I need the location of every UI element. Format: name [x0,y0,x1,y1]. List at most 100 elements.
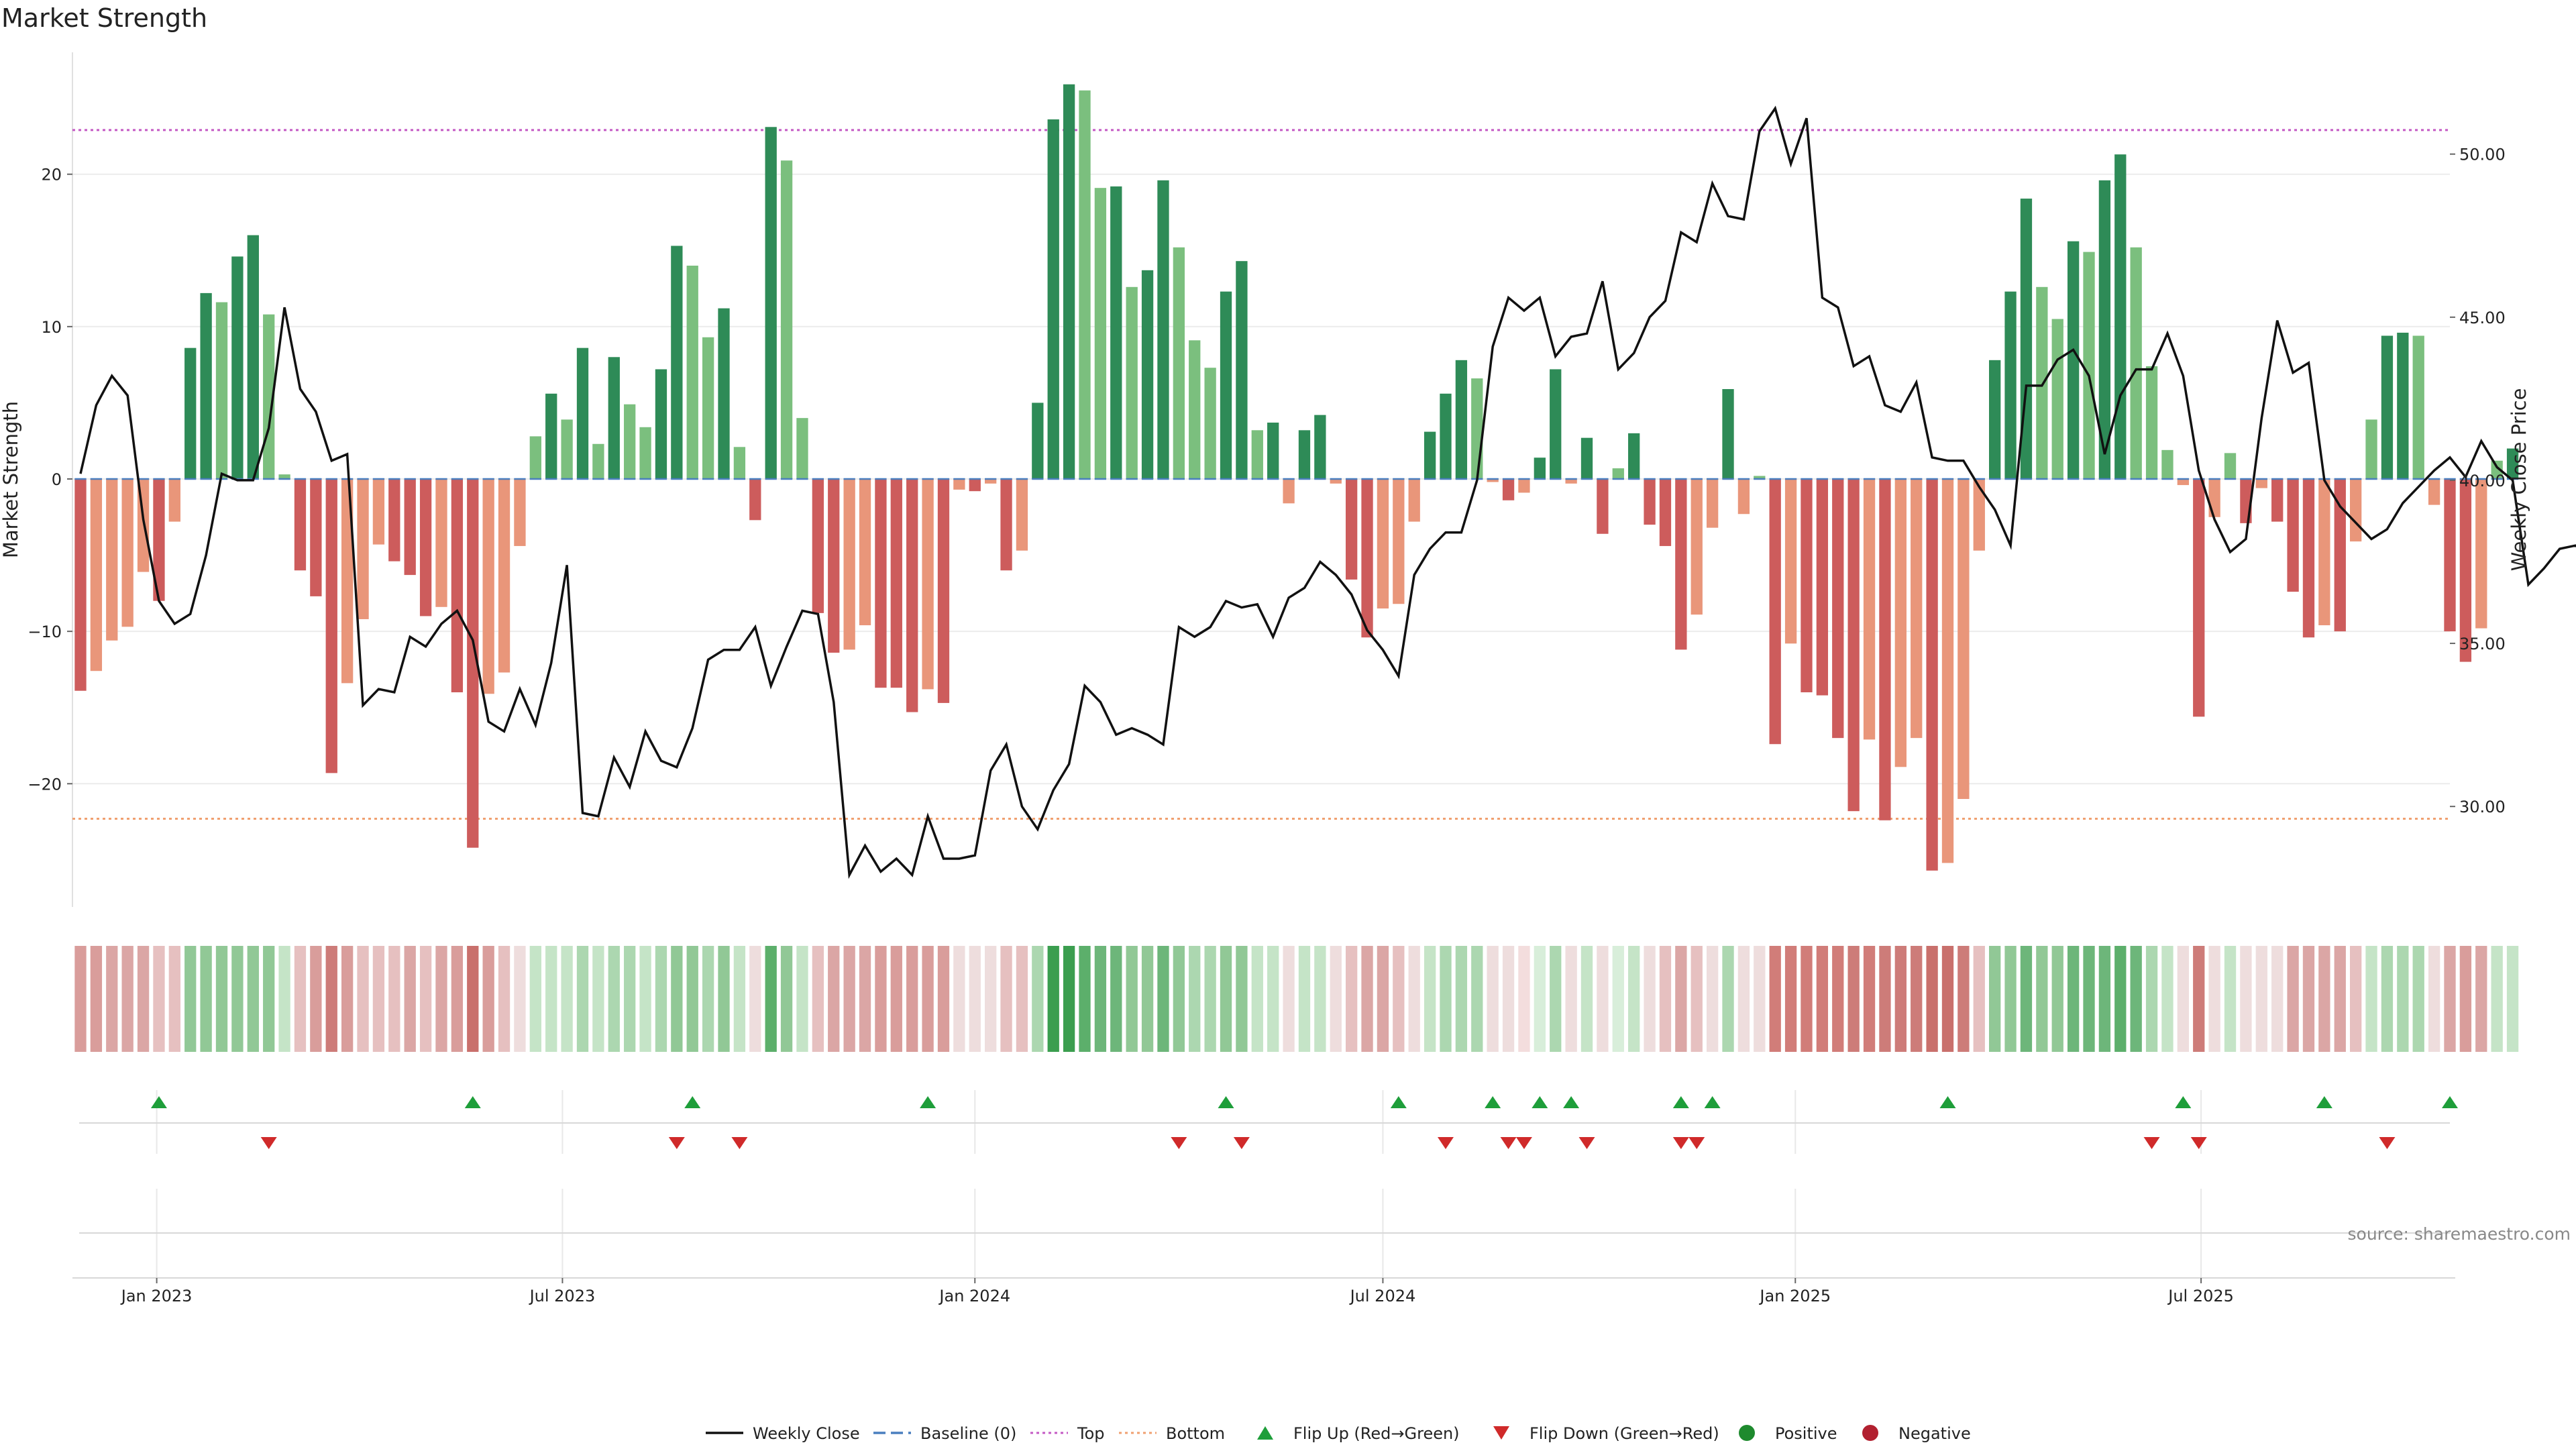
market-strength-bars [74,84,2519,871]
band-cell [467,946,479,1052]
legend: Weekly Close Baseline (0) Top Bottom Flip Up… [706,1424,1971,1443]
band-cell [2114,946,2127,1052]
strength-bar [184,347,197,479]
flip-down-marker [1672,1137,1689,1149]
strength-bar [1989,360,2001,479]
band-cell [137,946,150,1052]
band-cell [1408,946,1420,1052]
band-cell [1377,946,1389,1052]
left-tick-label: 10 [41,318,62,337]
strength-bar [357,479,369,619]
left-axis-ticks: 20 10 0 −10 −20 [28,166,72,794]
flip-down-marker [731,1137,748,1149]
band-cell [2397,946,2409,1052]
strength-bar [2334,479,2346,632]
band-cell [1863,946,1876,1052]
band-cell [1361,946,1373,1052]
left-tick-label: −20 [28,775,62,794]
band-cell [1769,946,1781,1052]
strength-bar [1283,479,1295,504]
right-axis-ticks: 50.00 45.00 40.00 35.00 30.00 [2450,146,2506,816]
band-cell [2491,946,2503,1052]
strength-bar [1173,247,1185,479]
strength-bar [2350,479,2362,542]
band-cell [1784,946,1797,1052]
band-cell [325,946,337,1052]
strength-bar [765,127,777,480]
band-cell [1518,946,1530,1052]
band-cell [482,946,494,1052]
legend-label: Flip Down (Green→Red) [1529,1424,1719,1443]
flip-up-marker [2442,1096,2458,1108]
weekly-close-line [79,105,2576,879]
band-cell [1173,946,1185,1052]
strength-bar [2444,479,2456,632]
band-cell [1690,946,1703,1052]
flip-down-marker [2143,1137,2160,1149]
strength-bar [2287,479,2299,592]
strength-bar [2036,286,2048,479]
flip-up-marker [1563,1096,1580,1108]
band-cell [1801,946,1813,1052]
strength-bar [1659,479,1672,546]
legend-label: Baseline (0) [920,1424,1016,1443]
band-cell [1079,946,1091,1052]
strength-bar [1047,119,1059,479]
band-cell [1126,946,1138,1052]
strength-bar [828,479,840,653]
strength-bar [1675,479,1687,650]
flip-up-marker [1390,1096,1407,1108]
flip-up-marker [1485,1096,1501,1108]
strength-bar [1769,479,1781,745]
band-cell [1534,946,1546,1052]
flip-down-marker [1578,1137,1595,1149]
band-cell [1550,946,1562,1052]
band-cell [231,946,244,1052]
strength-bar [1377,479,1389,609]
strength-bar [1314,415,1326,479]
strength-bar [1894,479,1907,767]
strength-bar [1424,431,1436,479]
strength-bar [2098,180,2111,479]
strength-bar [624,404,636,479]
band-cell [2475,946,2487,1052]
strength-bar [1973,479,1985,551]
strength-bar [2051,319,2063,479]
band-cell [1267,946,1279,1052]
band-cell [937,946,950,1052]
legend-label: Negative [1898,1424,1971,1443]
legend-label: Weekly Close [753,1424,860,1443]
flip-down-marker [2379,1137,2396,1149]
strength-bar [576,347,589,479]
strength-bar [1550,369,1562,479]
strength-bar [1455,360,1468,479]
band-cell [2145,946,2158,1052]
flip-up-marker [920,1096,936,1108]
strength-bar [2224,453,2237,479]
strength-bar [451,479,464,692]
band-cell [168,946,180,1052]
strength-bar [419,479,432,616]
flip-down-marker [1500,1137,1517,1149]
strength-bar [1251,430,1263,479]
band-cell [2193,946,2205,1052]
strength-bar [1612,468,1624,479]
band-cell [435,946,447,1052]
band-cell [1345,946,1358,1052]
lower-panel [72,1189,2455,1279]
band-cell [90,946,103,1052]
band-cell [702,946,714,1052]
band-cell [1032,946,1044,1052]
band-cell [2240,946,2252,1052]
band-cell [1722,946,1734,1052]
strength-bar [294,479,307,571]
strength-bar [1220,291,1232,479]
band-cell [1973,946,1985,1052]
band-cell [639,946,651,1052]
strength-bar [1298,430,1311,479]
strength-bar [310,479,322,596]
strength-bar [592,443,604,479]
source-note: source: sharemaestro.com [2348,1224,2571,1244]
right-tick-label: 50.00 [2459,146,2506,164]
right-tick-label: 45.00 [2459,309,2506,327]
